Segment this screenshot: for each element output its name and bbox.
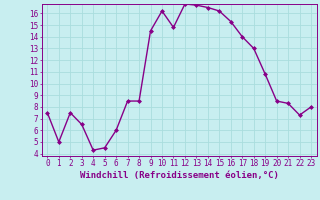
X-axis label: Windchill (Refroidissement éolien,°C): Windchill (Refroidissement éolien,°C) (80, 171, 279, 180)
